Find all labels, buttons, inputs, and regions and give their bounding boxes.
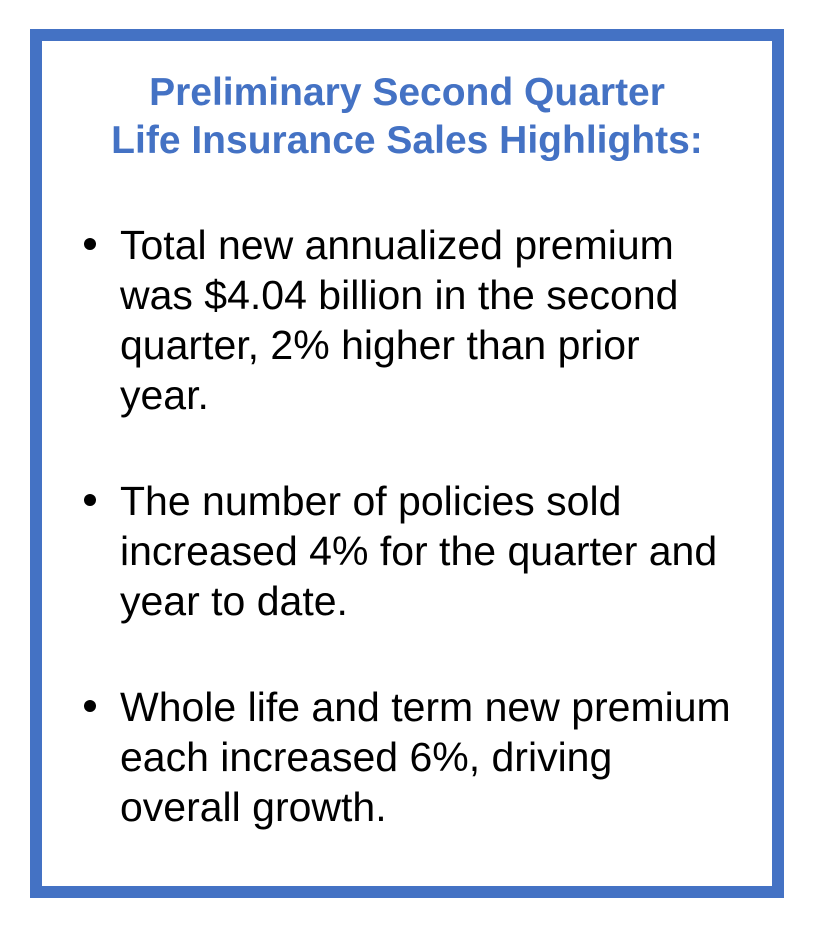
bullet-icon	[84, 700, 96, 712]
list-item: The number of policies sold increased 4%…	[76, 476, 736, 626]
list-item: Whole life and term new premium each inc…	[76, 682, 736, 832]
list-item: Total new annualized premium was $4.04 b…	[76, 220, 736, 420]
bullet-icon	[84, 494, 96, 506]
bullet-icon	[84, 238, 96, 250]
bullet-text: Whole life and term new premium each inc…	[120, 684, 731, 830]
title-line-2: Life Insurance Sales Highlights:	[111, 119, 703, 162]
page-title: Preliminary Second Quarter Life Insuranc…	[42, 69, 772, 165]
highlights-box: Preliminary Second Quarter Life Insuranc…	[30, 29, 784, 898]
bullet-text: The number of policies sold increased 4%…	[120, 478, 718, 624]
title-line-1: Preliminary Second Quarter	[149, 71, 665, 114]
bullet-text: Total new annualized premium was $4.04 b…	[120, 222, 679, 418]
